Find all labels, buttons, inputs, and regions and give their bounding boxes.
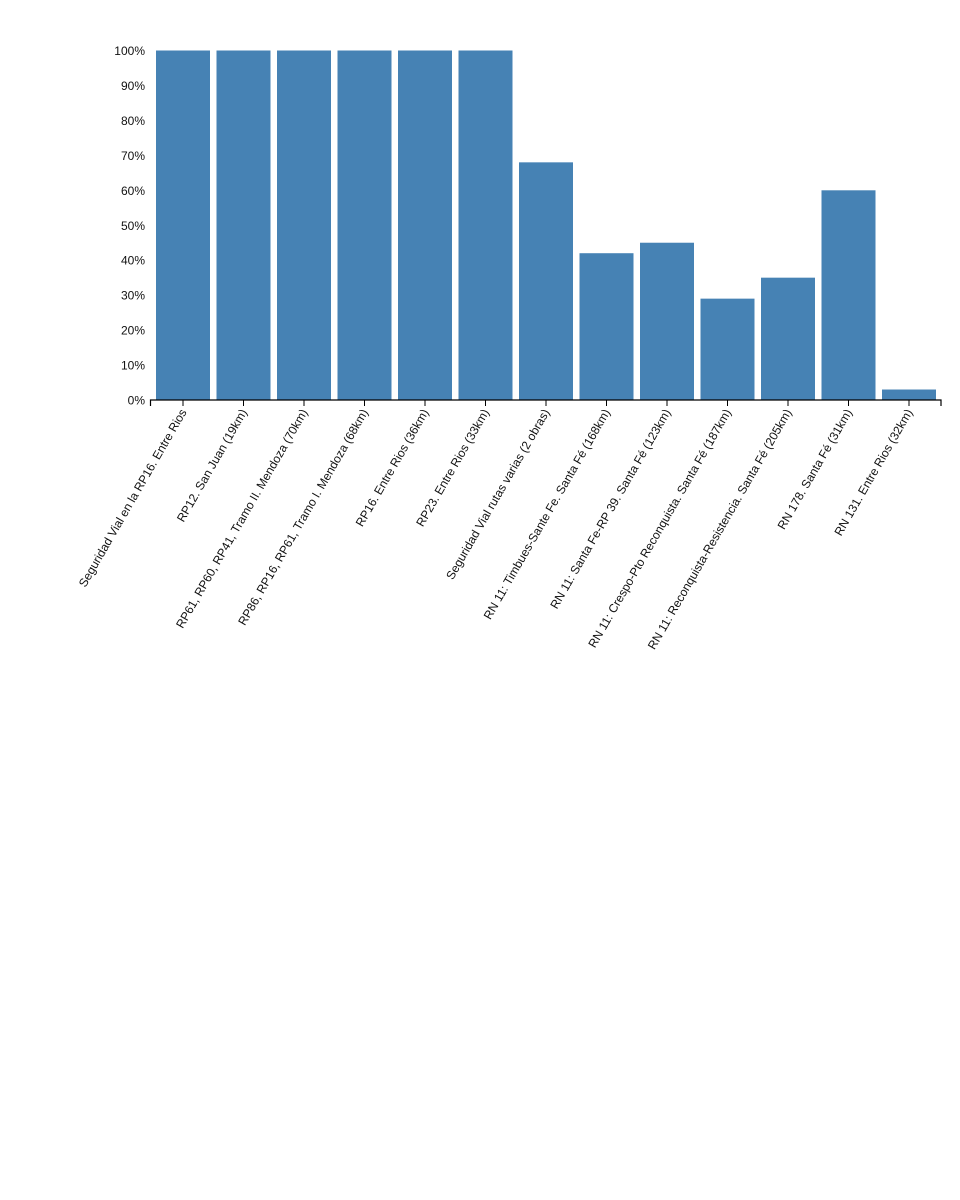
bar-12 xyxy=(882,389,936,400)
x-tick-label: RP12. San Juan (19km) xyxy=(174,406,250,524)
bar-11 xyxy=(821,190,876,400)
bar-0 xyxy=(156,50,210,400)
bar-8 xyxy=(640,242,694,400)
x-tick-label: RP86, RP16, RP61, Tramo I. Mendoza (68km… xyxy=(235,406,371,627)
bar-5 xyxy=(458,50,513,400)
y-tick-label: 70% xyxy=(121,149,145,163)
y-tick-label: 20% xyxy=(121,324,145,338)
y-tick-label: 10% xyxy=(121,359,145,373)
bar-1 xyxy=(216,50,271,400)
y-tick-label: 40% xyxy=(121,254,145,268)
bar-3 xyxy=(337,50,392,400)
x-tick-label: Seguridad Vial rutas varias (2 obras) xyxy=(443,407,552,582)
x-tick-label: Seguridad Vial en la RP16. Entre Rios xyxy=(76,407,190,590)
x-tick-label: RN 11: Santa Fe-RP 39. Santa Fé (123km) xyxy=(547,406,673,611)
y-tick-label: 50% xyxy=(121,219,145,233)
y-tick-label: 60% xyxy=(121,184,145,198)
y-tick-label: 0% xyxy=(128,394,146,408)
y-tick-label: 30% xyxy=(121,289,145,303)
bar-4 xyxy=(398,50,452,400)
bar-9 xyxy=(700,298,755,400)
y-tick-label: 90% xyxy=(121,79,145,93)
x-tick-label: RN 11: Timbues-Sante Fe. Santa Fé (168km… xyxy=(481,406,613,621)
bar-7 xyxy=(579,253,634,400)
y-tick-label: 100% xyxy=(114,44,145,58)
x-axis xyxy=(149,399,942,406)
x-tick-label: RN 11: Reconquista-Resistencia. Santa Fé… xyxy=(645,406,795,651)
bar-6 xyxy=(519,162,573,400)
bar-10 xyxy=(761,277,815,400)
x-tick-label: RP61, RP60, RP41, Tramo II. Mendoza (70k… xyxy=(173,407,311,631)
bar-2 xyxy=(277,50,331,400)
y-tick-label: 80% xyxy=(121,114,145,128)
